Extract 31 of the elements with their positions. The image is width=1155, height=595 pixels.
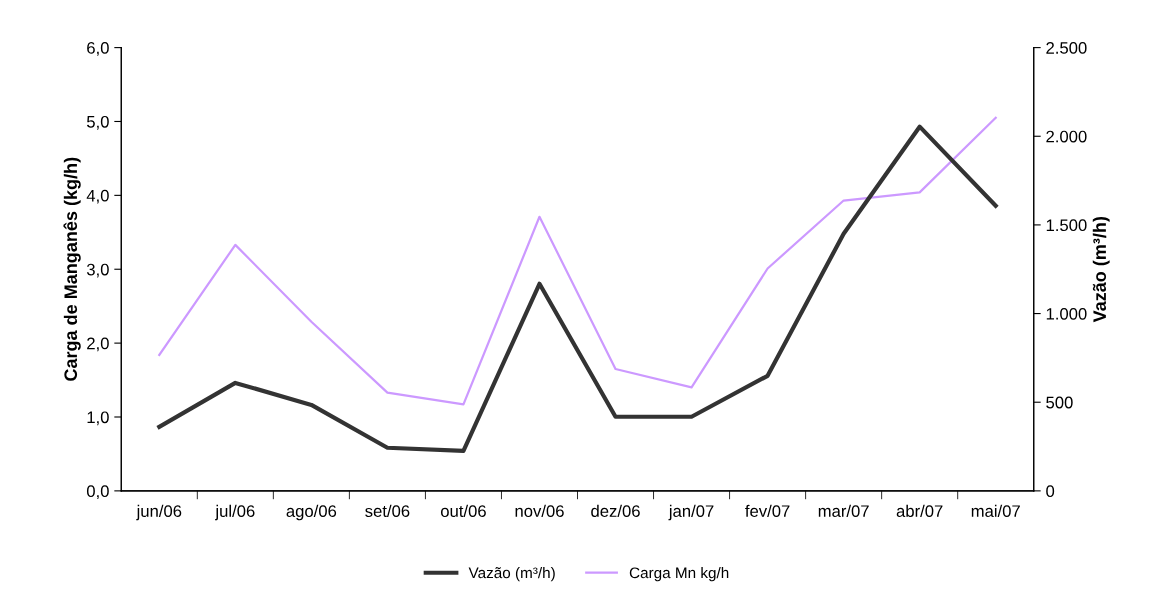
x-tick-label: fev/07 (745, 504, 790, 518)
y-tick-label: 4,0 (86, 189, 109, 204)
y-tick-label: 3,0 (86, 263, 109, 278)
line-series (158, 116, 997, 406)
x-tick-label: mai/07 (971, 504, 1020, 518)
x-tick-label: abr/07 (896, 504, 943, 518)
y2-tick-label: 0 (1046, 485, 1055, 498)
y-tick-label: 6,0 (87, 42, 109, 56)
x-tick-label: nov/06 (515, 504, 564, 518)
y2-tick-label: 2.000 (1046, 130, 1087, 143)
y-tick-label: 1,0 (87, 411, 109, 426)
y2-axis-title: Vazão (m³/h) (1092, 216, 1110, 323)
x-tick-label: out/06 (440, 504, 486, 518)
x-tick-label: jun/06 (136, 504, 182, 521)
x-tick-label: ago/06 (286, 504, 337, 521)
y-tick-label: 2,0 (87, 337, 109, 352)
y-axis-title: Carga de Manganês (kg/h) (63, 157, 81, 381)
y-tick-label: 0,0 (86, 485, 109, 500)
y-tick-label: 5,0 (86, 115, 109, 130)
x-tick-label: dez/06 (591, 504, 640, 518)
y2-tick-label: 1.000 (1046, 307, 1087, 320)
y2-tick-label: 500 (1046, 396, 1073, 409)
line-series (157, 124, 998, 453)
legend-label: Vazão (m³/h) (468, 567, 555, 582)
x-tick-label: jul/06 (215, 504, 255, 521)
x-tick-label: mar/07 (818, 504, 869, 518)
y2-tick-label: 1.500 (1046, 219, 1087, 232)
legend-label: Carga Mn kg/h (629, 567, 729, 582)
y2-tick-label: 2.500 (1046, 42, 1087, 54)
x-tick-label: set/06 (365, 504, 410, 518)
x-tick-label: jan/07 (668, 504, 714, 521)
